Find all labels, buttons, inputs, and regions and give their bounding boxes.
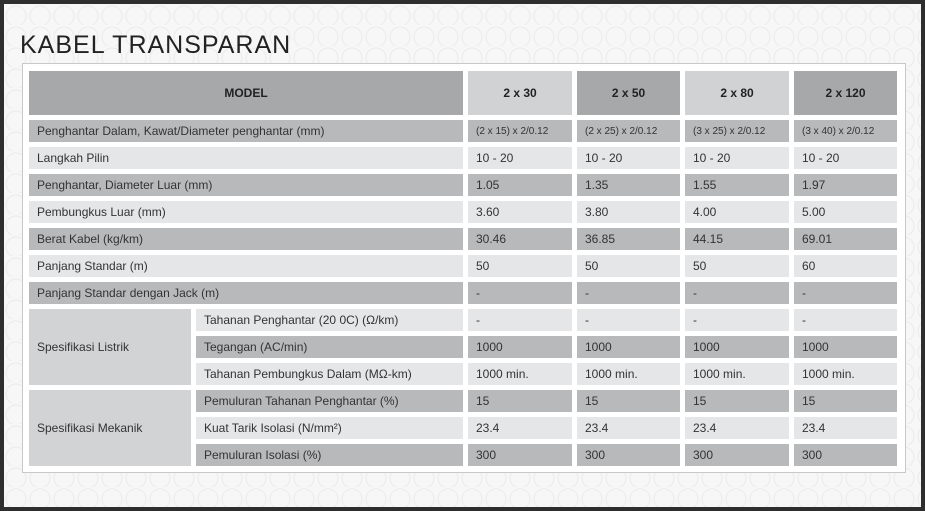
- row-value: -: [794, 282, 897, 304]
- row-label: Tahanan Penghantar (20 0C) (Ω/km): [196, 309, 463, 331]
- row-value: 3.80: [577, 201, 680, 223]
- row-value: 1000 min.: [685, 363, 789, 385]
- header-model-3: 2 x 120: [794, 71, 897, 115]
- row-label: Pemuluran Tahanan Penghantar (%): [196, 390, 463, 412]
- row-value: 69.01: [794, 228, 897, 250]
- header-model-1: 2 x 50: [577, 71, 680, 115]
- row-label: Tegangan (AC/min): [196, 336, 463, 358]
- group-label: Spesifikasi Listrik: [29, 309, 191, 385]
- row-value: 4.00: [685, 201, 789, 223]
- row-value: -: [577, 282, 680, 304]
- row-value: 36.85: [577, 228, 680, 250]
- header-model: MODEL: [29, 71, 463, 115]
- row-value: 15: [468, 390, 572, 412]
- row-value: 1.35: [577, 174, 680, 196]
- row-value: 1.05: [468, 174, 572, 196]
- row-value: 300: [685, 444, 789, 466]
- row-value: 30.46: [468, 228, 572, 250]
- row-value: 300: [577, 444, 680, 466]
- row-value: 60: [794, 255, 897, 277]
- row-value: 300: [794, 444, 897, 466]
- row-value: -: [468, 282, 572, 304]
- row-value: 1000: [468, 336, 572, 358]
- row-value: 1.55: [685, 174, 789, 196]
- row-value: -: [685, 309, 789, 331]
- row-value: 50: [685, 255, 789, 277]
- row-value: 1000 min.: [468, 363, 572, 385]
- row-value: -: [794, 309, 897, 331]
- row-value: -: [577, 309, 680, 331]
- row-value: (2 x 15) x 2/0.12: [468, 120, 572, 142]
- row-value: 10 - 20: [577, 147, 680, 169]
- row-value: (3 x 40) x 2/0.12: [794, 120, 897, 142]
- row-value: 23.4: [685, 417, 789, 439]
- row-value: 15: [577, 390, 680, 412]
- row-value: 50: [577, 255, 680, 277]
- row-value: (2 x 25) x 2/0.12: [577, 120, 680, 142]
- header-model-2: 2 x 80: [685, 71, 789, 115]
- row-value: 1000 min.: [794, 363, 897, 385]
- group-label: Spesifikasi Mekanik: [29, 390, 191, 466]
- row-label: Panjang Standar (m): [29, 255, 463, 277]
- row-value: 23.4: [577, 417, 680, 439]
- row-value: (3 x 25) x 2/0.12: [685, 120, 789, 142]
- row-label: Berat Kabel (kg/km): [29, 228, 463, 250]
- row-value: 10 - 20: [794, 147, 897, 169]
- row-value: 1000: [794, 336, 897, 358]
- row-value: 23.4: [468, 417, 572, 439]
- row-label: Pembungkus Luar (mm): [29, 201, 463, 223]
- row-value: -: [468, 309, 572, 331]
- row-value: 1000 min.: [577, 363, 680, 385]
- row-label: Penghantar, Diameter Luar (mm): [29, 174, 463, 196]
- row-value: 1.97: [794, 174, 897, 196]
- row-value: -: [685, 282, 789, 304]
- row-value: 50: [468, 255, 572, 277]
- row-value: 300: [468, 444, 572, 466]
- row-value: 15: [685, 390, 789, 412]
- row-value: 1000: [577, 336, 680, 358]
- row-value: 1000: [685, 336, 789, 358]
- header-model-0: 2 x 30: [468, 71, 572, 115]
- row-value: 3.60: [468, 201, 572, 223]
- page-title: KABEL TRANSPARAN: [20, 31, 292, 59]
- row-label: Pemuluran Isolasi (%): [196, 444, 463, 466]
- row-label: Tahanan Pembungkus Dalam (MΩ-km): [196, 363, 463, 385]
- row-value: 44.15: [685, 228, 789, 250]
- row-label: Langkah Pilin: [29, 147, 463, 169]
- row-label: Kuat Tarik Isolasi (N/mm²): [196, 417, 463, 439]
- row-label: Penghantar Dalam, Kawat/Diameter penghan…: [29, 120, 463, 142]
- row-value: 5.00: [794, 201, 897, 223]
- row-value: 10 - 20: [685, 147, 789, 169]
- row-label: Panjang Standar dengan Jack (m): [29, 282, 463, 304]
- row-value: 23.4: [794, 417, 897, 439]
- row-value: 10 - 20: [468, 147, 572, 169]
- row-value: 15: [794, 390, 897, 412]
